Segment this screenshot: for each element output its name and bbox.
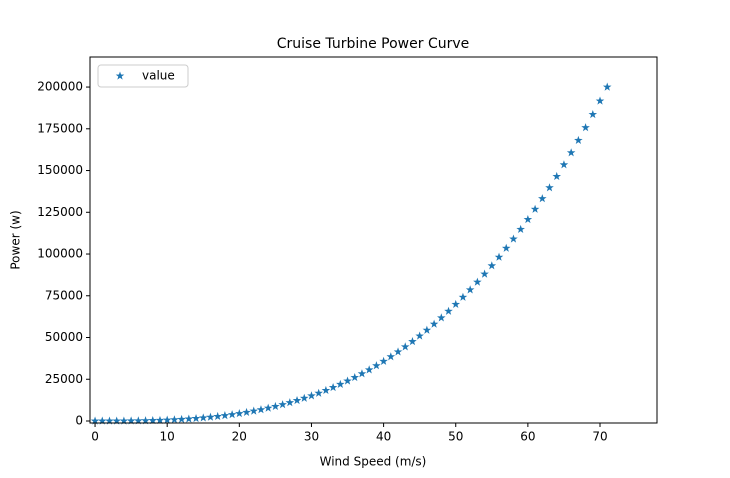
y-tick-label: 200000 <box>37 80 83 94</box>
data-point <box>177 414 186 424</box>
data-point <box>393 347 403 356</box>
data-point <box>379 356 388 365</box>
plot-frame <box>89 56 658 424</box>
data-point <box>119 416 129 425</box>
data-point <box>487 261 497 270</box>
data-point <box>581 123 590 132</box>
y-tick-label: 25000 <box>45 372 83 386</box>
data-point <box>530 204 540 213</box>
data-point <box>105 416 114 425</box>
data-point <box>213 411 222 421</box>
x-tick-label: 50 <box>448 430 463 444</box>
data-point <box>595 96 605 105</box>
x-tick-label: 60 <box>520 430 535 444</box>
data-point <box>400 342 410 351</box>
data-point <box>249 406 259 415</box>
data-point <box>458 292 468 301</box>
legend-marker <box>115 71 125 80</box>
data-point <box>97 416 107 425</box>
data-point <box>198 413 208 422</box>
data-point <box>307 391 316 400</box>
data-point <box>538 194 547 203</box>
data-point <box>126 416 136 425</box>
y-tick-label: 150000 <box>37 163 83 177</box>
y-tick-label: 100000 <box>37 247 83 261</box>
data-point <box>328 382 338 392</box>
y-tick-label: 125000 <box>37 205 83 219</box>
data-point <box>314 388 323 397</box>
legend-box <box>97 64 189 88</box>
data-point <box>343 376 352 385</box>
x-axis-label: Wind Speed (m/s) <box>320 455 427 469</box>
data-point <box>372 361 381 370</box>
data-point <box>444 306 453 315</box>
data-point <box>437 313 446 322</box>
data-point <box>292 396 302 405</box>
data-point <box>134 416 143 425</box>
x-tick-label: 0 <box>91 430 99 444</box>
data-point <box>552 171 562 181</box>
data-point <box>263 403 273 412</box>
data-point <box>566 148 576 157</box>
data-point <box>364 365 374 374</box>
data-point <box>545 183 554 192</box>
legend-label: value <box>142 69 175 83</box>
x-tick-label: 30 <box>304 430 319 444</box>
data-point <box>501 243 511 252</box>
data-point <box>473 277 482 286</box>
data-point <box>602 82 612 91</box>
x-tick-label: 40 <box>376 430 391 444</box>
data-point <box>336 379 345 388</box>
data-point <box>523 214 533 224</box>
data-point <box>574 135 583 145</box>
data-point <box>148 416 158 425</box>
data-point <box>357 369 367 378</box>
data-point <box>386 352 396 361</box>
data-point <box>559 160 569 169</box>
x-tick-label: 20 <box>232 430 247 444</box>
data-point <box>480 269 489 278</box>
data-point <box>271 401 280 411</box>
data-point <box>285 398 295 407</box>
y-tick-label: 175000 <box>37 121 83 135</box>
data-point <box>206 412 215 421</box>
data-point <box>465 285 475 294</box>
data-point <box>451 299 461 309</box>
data-point <box>242 407 251 416</box>
data-point <box>191 413 201 423</box>
data-point <box>184 414 194 423</box>
y-tick-label: 0 <box>75 413 83 427</box>
data-point <box>278 400 287 409</box>
data-point <box>509 234 518 243</box>
data-point <box>516 224 525 234</box>
data-point <box>220 411 230 420</box>
data-point <box>235 409 244 418</box>
data-point <box>90 416 100 425</box>
x-tick-label: 70 <box>592 430 607 444</box>
data-point <box>408 337 417 346</box>
data-point <box>256 405 266 414</box>
y-tick-label: 75000 <box>45 288 83 302</box>
data-point <box>422 325 432 334</box>
data-point <box>155 415 165 424</box>
y-axis-label: Power (w) <box>9 210 23 269</box>
data-point <box>141 416 150 425</box>
data-point <box>112 416 121 425</box>
data-point <box>588 109 598 119</box>
data-point <box>321 385 331 395</box>
data-point <box>227 410 237 419</box>
data-point <box>350 372 360 382</box>
y-tick-label: 50000 <box>45 330 83 344</box>
data-point <box>494 252 504 261</box>
data-point <box>170 415 179 424</box>
chart-title: Cruise Turbine Power Curve <box>277 36 470 52</box>
x-tick-label: 10 <box>160 430 175 444</box>
data-point <box>429 319 439 328</box>
data-point <box>299 393 309 402</box>
data-point <box>162 415 172 424</box>
data-point <box>415 331 424 340</box>
